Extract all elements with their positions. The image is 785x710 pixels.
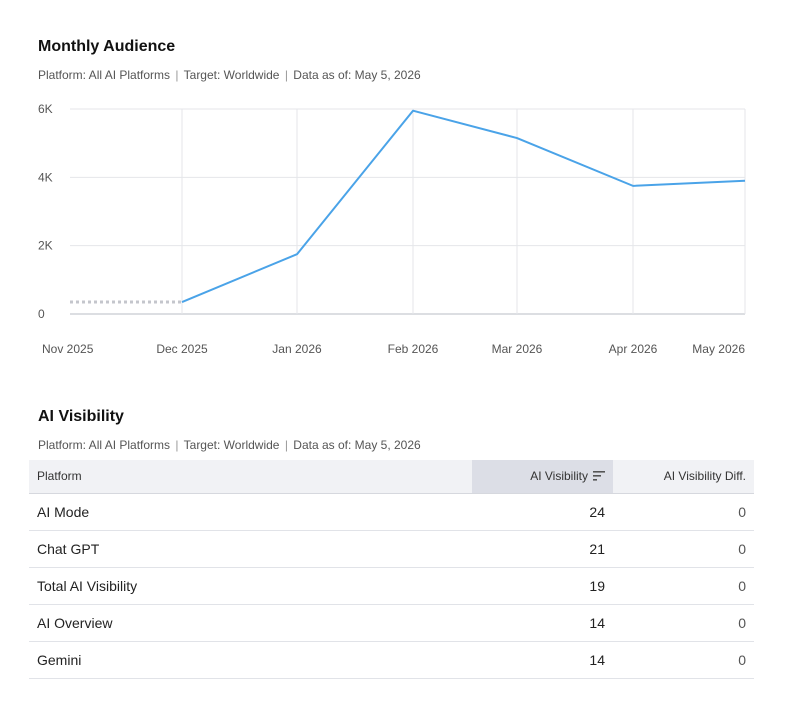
y-tick-label: 2K [38,239,53,253]
table-row: AI Mode 24 0 [29,493,754,531]
x-tick-label: Jan 2026 [272,342,322,356]
monthly-audience-chart: 0 2K 4K 6K Nov 2025 Dec 2025 Jan 2026 Feb 2026 M… [38,102,746,356]
ai-visibility-diff-cell: 0 [613,530,754,568]
platform-cell: AI Overview [29,604,472,642]
column-header-ai-visibility-label: AI Visibility [530,469,588,484]
column-header-platform[interactable]: Platform [29,460,472,494]
ai-visibility-diff-cell: 0 [613,567,754,605]
column-header-ai-visibility-diff[interactable]: AI Visibility Diff. [613,460,754,494]
platform-cell: Total AI Visibility [29,567,472,605]
audience-line [181,109,746,303]
x-tick-label: Dec 2025 [156,342,208,356]
ai-visibility-cell: 14 [472,604,613,642]
visibility-meta-date: Data as of: May 5, 2026 [293,438,421,452]
ai-visibility-cell: 21 [472,530,613,568]
visibility-title: AI Visibility [38,408,124,425]
y-tick-label: 4K [38,170,53,184]
ai-visibility-diff-cell: 0 [613,493,754,531]
table-row: Chat GPT 21 0 [29,530,754,568]
audience-meta-date: Data as of: May 5, 2026 [293,68,421,82]
table-row: AI Overview 14 0 [29,604,754,642]
x-tick-label: Mar 2026 [492,342,543,356]
column-header-ai-visibility[interactable]: AI Visibility [472,460,613,494]
visibility-meta: Platform: All AI Platforms | Target: Wor… [38,438,421,452]
y-tick-label: 0 [38,307,45,321]
visibility-meta-target: Target: Worldwide [183,438,280,452]
ai-visibility-cell: 14 [472,641,613,679]
x-tick-label: May 2026 [692,342,745,356]
table-row: Gemini 14 0 [29,641,754,679]
x-tick-label: Apr 2026 [609,342,658,356]
sort-descending-icon[interactable] [593,471,605,481]
x-tick-label: Nov 2025 [42,342,94,356]
audience-title: Monthly Audience [38,38,176,55]
audience-meta-platform: Platform: All AI Platforms [38,68,171,82]
audience-meta: Platform: All AI Platforms | Target: Wor… [38,68,421,82]
ai-visibility-diff-cell: 0 [613,641,754,679]
x-tick-label: Feb 2026 [388,342,439,356]
audience-meta-target: Target: Worldwide [183,68,280,82]
platform-cell: Chat GPT [29,530,472,568]
y-tick-label: 6K [38,102,53,116]
platform-cell: AI Mode [29,493,472,531]
visibility-table: Platform AI Visibility AI Visibility Dif… [29,460,754,679]
table-header-row: Platform AI Visibility AI Visibility Dif… [29,460,754,494]
platform-cell: Gemini [29,641,472,679]
ai-visibility-cell: 24 [472,493,613,531]
visibility-meta-platform: Platform: All AI Platforms [38,438,171,452]
ai-visibility-cell: 19 [472,567,613,605]
table-row: Total AI Visibility 19 0 [29,567,754,605]
ai-visibility-diff-cell: 0 [613,604,754,642]
